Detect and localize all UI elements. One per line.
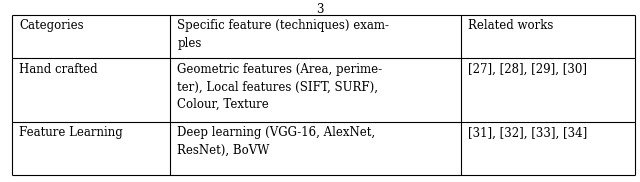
Text: Specific feature (techniques) exam-
ples: Specific feature (techniques) exam- ples	[177, 19, 389, 50]
Text: Categories: Categories	[19, 19, 84, 32]
Text: Geometric features (Area, perime-
ter), Local features (SIFT, SURF),
Colour, Tex: Geometric features (Area, perime- ter), …	[177, 63, 383, 111]
Text: Feature Learning: Feature Learning	[19, 126, 123, 139]
Text: [31], [32], [33], [34]: [31], [32], [33], [34]	[468, 126, 588, 139]
Text: 3: 3	[316, 3, 324, 16]
Text: Deep learning (VGG-16, AlexNet,
ResNet), BoVW: Deep learning (VGG-16, AlexNet, ResNet),…	[177, 126, 376, 157]
Text: Hand crafted: Hand crafted	[19, 63, 98, 76]
Text: Related works: Related works	[468, 19, 554, 32]
Text: [27], [28], [29], [30]: [27], [28], [29], [30]	[468, 63, 588, 76]
